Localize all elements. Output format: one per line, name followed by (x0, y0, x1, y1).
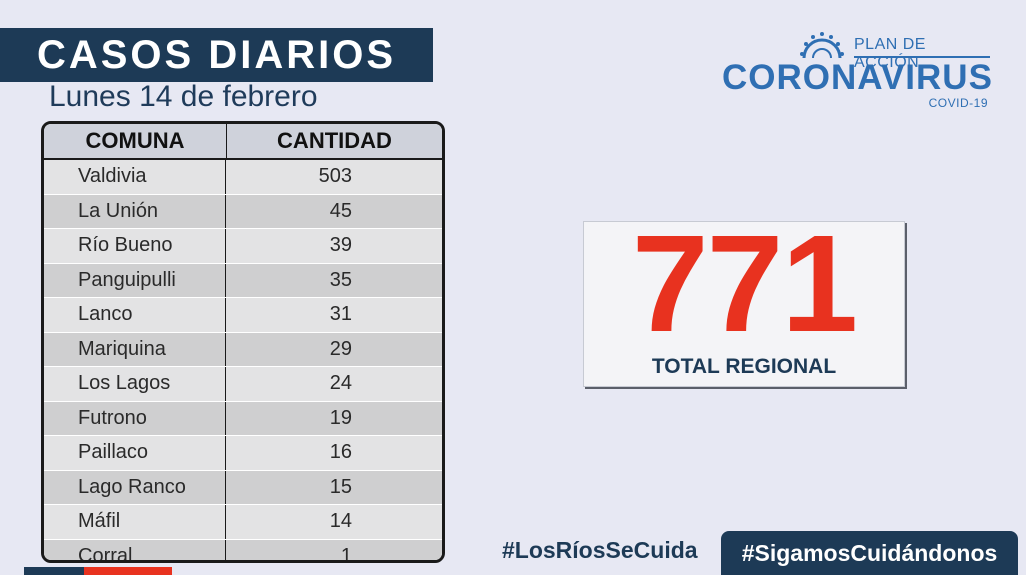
logo-brand-text: CORONAVIRUS (722, 58, 993, 97)
date-subtitle: Lunes 14 de febrero (49, 80, 318, 113)
table-row: Valdivia 503 (44, 160, 442, 195)
row-comuna: Panguipulli (44, 263, 226, 297)
row-cantidad: 35 (329, 268, 352, 291)
row-cantidad: 29 (329, 337, 352, 360)
table-row: Máfil 14 (44, 505, 442, 540)
table-header: COMUNA CANTIDAD (44, 124, 442, 160)
table-row: Lago Ranco 15 (44, 470, 442, 505)
flag-stripe-red (84, 567, 172, 575)
row-comuna: Río Bueno (44, 229, 226, 263)
header-cantidad: CANTIDAD (277, 128, 392, 153)
header-comuna: COMUNA (44, 124, 227, 158)
flag-stripe-blue (24, 567, 84, 575)
row-cantidad: 16 (329, 441, 352, 464)
row-comuna: Futrono (44, 401, 226, 435)
row-comuna: Valdivia (44, 160, 226, 194)
logo-plan-text: PLAN DE ACCIÓN (854, 36, 926, 71)
row-comuna: Máfil (44, 505, 226, 539)
row-cantidad: 1 (340, 544, 352, 563)
row-cantidad: 14 (329, 510, 352, 533)
table-row: La Unión 45 (44, 194, 442, 229)
row-cantidad: 503 (318, 165, 352, 188)
total-box: 771 TOTAL REGIONAL (583, 215, 905, 387)
total-label: TOTAL REGIONAL (651, 355, 837, 378)
row-cantidad: 24 (329, 372, 352, 395)
row-comuna: Lago Ranco (44, 470, 226, 504)
table-row: Corral 1 (44, 539, 442, 563)
row-cantidad: 19 (329, 406, 352, 429)
title-banner: CASOS DIARIOS (0, 28, 433, 82)
row-comuna: La Unión (44, 194, 226, 228)
total-number: 771 (631, 207, 858, 361)
table-row: Lanco 31 (44, 298, 442, 333)
hashtag-los-rios: #LosRíosSeCuida (502, 537, 698, 563)
logo-underline (854, 56, 990, 58)
table-row: Paillaco 16 (44, 436, 442, 471)
coronavirus-logo: PLAN DE ACCIÓN CORONAVIRUS COVID-19 (722, 28, 992, 112)
row-comuna: Los Lagos (44, 367, 226, 401)
row-comuna: Mariquina (44, 332, 226, 366)
row-cantidad: 45 (329, 199, 352, 222)
cases-table: COMUNA CANTIDAD Valdivia 503 La Unión 45… (41, 121, 445, 563)
hashtag-sigamos-banner: #SigamosCuidándonos (721, 531, 1018, 575)
table-row: Río Bueno 39 (44, 229, 442, 264)
table-row: Mariquina 29 (44, 332, 442, 367)
table-row: Los Lagos 24 (44, 367, 442, 402)
row-cantidad: 31 (329, 303, 352, 326)
row-comuna: Corral (44, 539, 226, 560)
row-comuna: Lanco (44, 298, 226, 332)
row-comuna: Paillaco (44, 436, 226, 470)
page-title: CASOS DIARIOS (36, 32, 397, 77)
virus-icon (800, 32, 844, 58)
table-row: Futrono 19 (44, 401, 442, 436)
row-cantidad: 15 (329, 475, 352, 498)
table-row: Panguipulli 35 (44, 263, 442, 298)
row-cantidad: 39 (329, 234, 352, 257)
logo-covid-text: COVID-19 (928, 96, 988, 110)
hashtag-sigamos: #SigamosCuidándonos (741, 539, 998, 566)
